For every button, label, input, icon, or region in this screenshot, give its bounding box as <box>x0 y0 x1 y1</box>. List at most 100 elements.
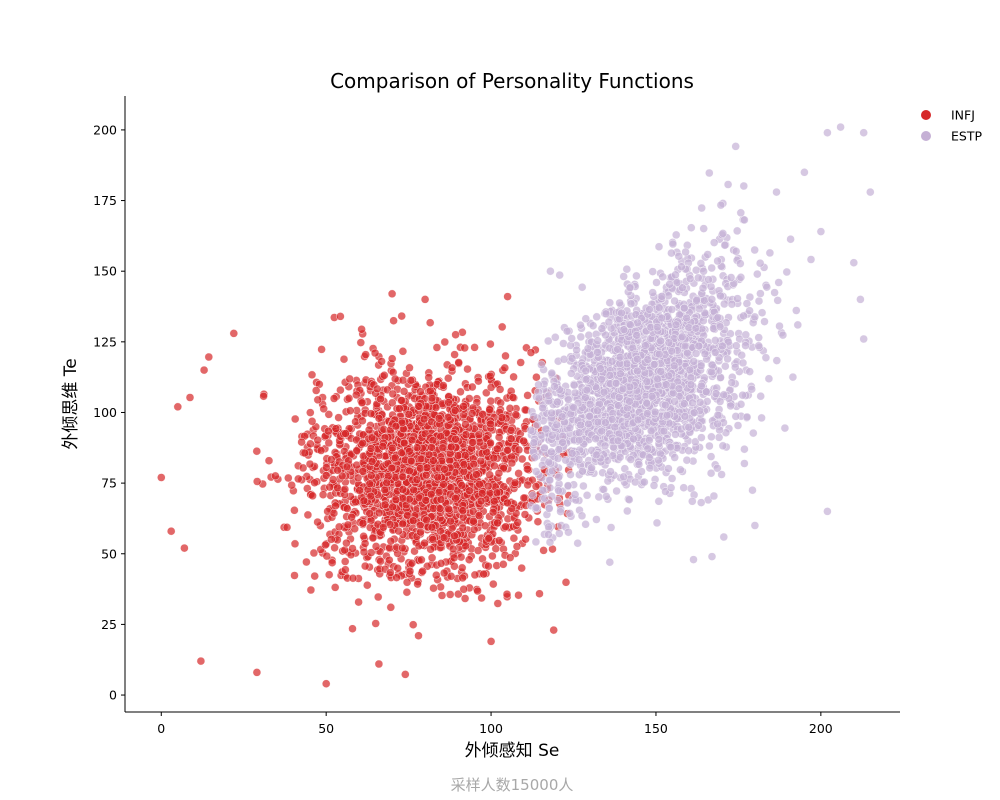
point-infj <box>439 533 449 542</box>
point-infj <box>523 480 532 490</box>
point-infj <box>358 467 368 476</box>
point-estp <box>721 361 730 371</box>
point-estp <box>569 403 578 412</box>
point-estp <box>538 403 547 413</box>
point-infj <box>473 586 482 596</box>
legend-label-estp: ESTP <box>951 129 982 144</box>
point-estp <box>688 398 697 408</box>
point-infj <box>416 527 425 537</box>
point-estp <box>731 142 740 151</box>
point-infj <box>491 544 501 553</box>
point-estp <box>689 357 698 366</box>
point-estp <box>661 400 670 410</box>
point-estp <box>646 426 656 436</box>
point-estp <box>544 530 553 539</box>
point-estp <box>596 364 605 373</box>
point-infj <box>439 480 448 489</box>
point-infj <box>330 543 339 553</box>
point-infj <box>196 656 206 666</box>
point-estp <box>713 419 722 429</box>
point-infj <box>439 568 449 578</box>
point-estp <box>719 390 729 400</box>
point-infj <box>459 402 468 411</box>
point-infj <box>427 523 437 532</box>
point-estp <box>709 238 719 247</box>
point-infj <box>513 518 522 527</box>
point-estp <box>823 507 832 516</box>
point-estp <box>581 375 591 384</box>
point-infj <box>440 337 450 347</box>
point-estp <box>823 128 832 137</box>
point-estp <box>731 247 741 256</box>
point-estp <box>602 492 611 501</box>
point-estp <box>654 435 664 444</box>
point-infj <box>382 478 391 488</box>
point-estp <box>733 421 743 430</box>
point-infj <box>300 448 310 458</box>
point-estp <box>570 490 580 499</box>
point-infj <box>457 481 467 490</box>
point-infj <box>324 410 334 419</box>
point-infj <box>468 438 477 447</box>
point-infj <box>345 374 354 384</box>
point-infj <box>469 517 478 526</box>
point-estp <box>606 523 616 532</box>
point-estp <box>645 453 654 462</box>
point-estp <box>583 344 593 353</box>
point-estp <box>584 419 593 429</box>
point-estp <box>748 485 757 495</box>
point-estp <box>619 325 629 334</box>
x-ticks: 0 50 100 150 200 <box>157 712 833 736</box>
point-estp <box>593 336 602 345</box>
point-infj <box>313 435 322 445</box>
point-infj <box>427 393 437 403</box>
point-estp <box>756 289 765 298</box>
point-infj <box>477 593 486 603</box>
point-infj <box>420 295 430 304</box>
point-infj <box>526 348 536 357</box>
point-estp <box>615 452 625 462</box>
point-infj <box>437 591 447 600</box>
y-tick-label: 175 <box>93 193 117 208</box>
point-estp <box>678 283 687 292</box>
point-infj <box>447 363 457 373</box>
point-infj <box>456 552 466 562</box>
point-infj <box>290 539 300 549</box>
point-infj <box>290 571 299 580</box>
point-estp <box>567 369 576 378</box>
point-infj <box>475 480 484 489</box>
point-infj <box>474 376 483 386</box>
point-estp <box>711 389 721 398</box>
point-infj <box>374 508 384 518</box>
point-infj <box>516 358 525 367</box>
point-infj <box>486 419 495 429</box>
point-estp <box>780 423 790 433</box>
point-estp <box>750 312 760 322</box>
point-estp <box>667 305 677 314</box>
point-estp <box>593 406 602 415</box>
point-estp <box>601 418 610 427</box>
point-infj <box>417 555 426 565</box>
point-infj <box>519 493 529 503</box>
point-estp <box>555 529 564 538</box>
point-infj <box>472 470 481 479</box>
point-infj <box>331 424 341 433</box>
point-infj <box>405 363 414 373</box>
point-infj <box>359 496 369 506</box>
point-infj <box>322 551 332 561</box>
point-infj <box>366 409 376 418</box>
point-infj <box>180 543 189 553</box>
point-infj <box>448 544 458 554</box>
point-estp <box>696 361 706 371</box>
point-infj <box>474 430 484 439</box>
point-infj <box>284 473 293 483</box>
point-infj <box>391 421 401 431</box>
x-tick-label: 100 <box>479 721 503 736</box>
point-infj <box>475 437 485 447</box>
point-estp <box>558 438 567 447</box>
point-estp <box>754 296 764 306</box>
point-infj <box>376 556 385 566</box>
point-estp <box>701 387 711 397</box>
point-estp <box>544 457 554 467</box>
point-estp <box>547 408 556 418</box>
